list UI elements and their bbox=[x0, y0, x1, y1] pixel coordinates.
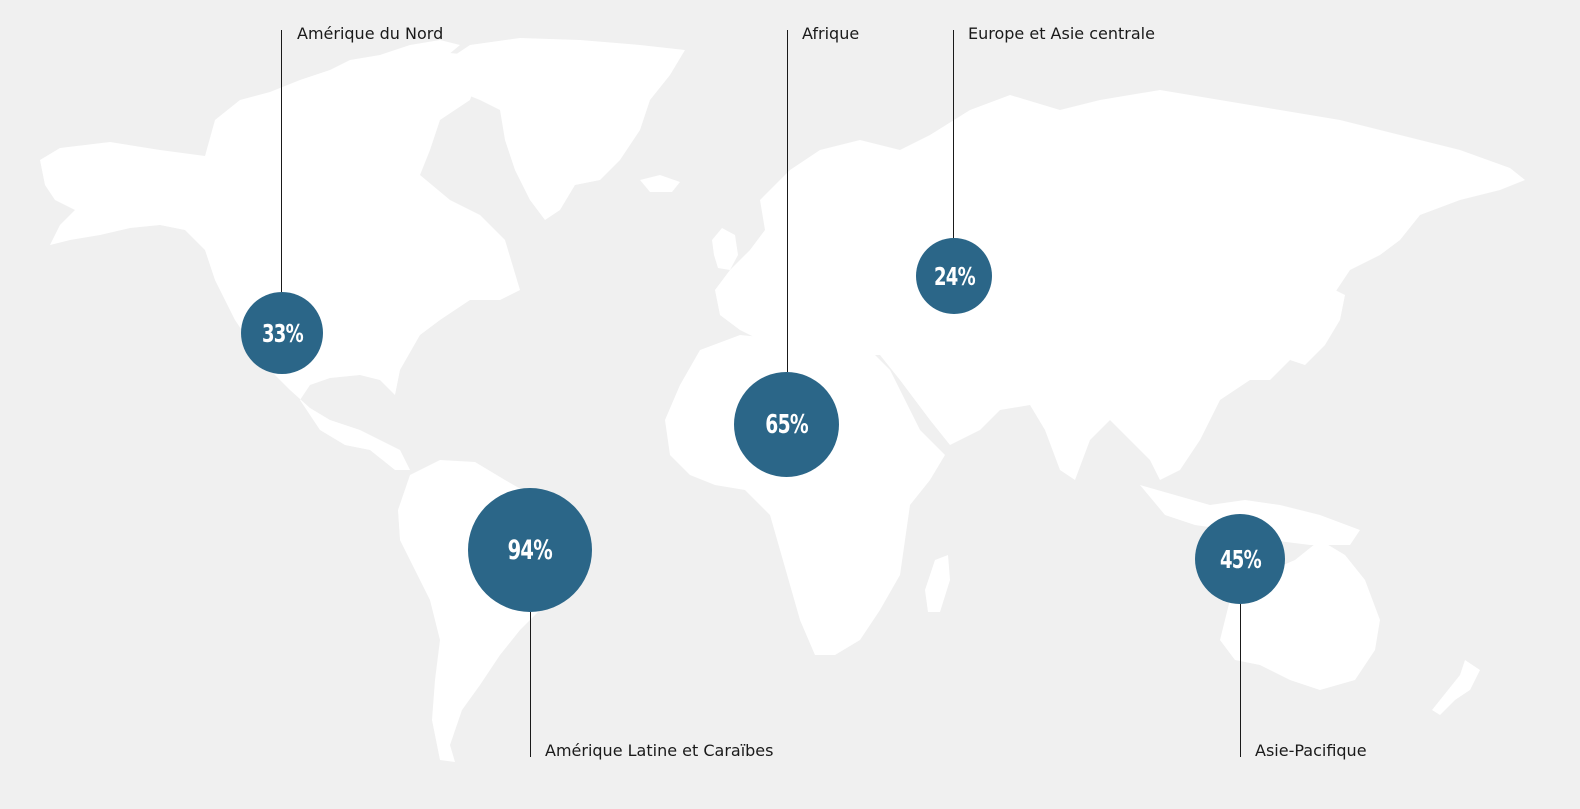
label-europe-central-asia: Europe et Asie centrale bbox=[968, 24, 1155, 43]
landmass-north-america bbox=[40, 50, 520, 470]
bubble-europe-central-asia: 24% bbox=[916, 238, 992, 314]
bubble-north-america: 33% bbox=[241, 292, 323, 374]
leader-line-europe-central-asia bbox=[953, 30, 954, 238]
value-latin-america: 94% bbox=[507, 534, 553, 566]
landmass-arctic-islands bbox=[215, 40, 460, 130]
value-asia-pacific: 45% bbox=[1219, 544, 1262, 574]
landmass-greenland bbox=[440, 38, 685, 220]
bubble-latin-america: 94% bbox=[468, 488, 592, 612]
leader-line-asia-pacific bbox=[1240, 604, 1241, 757]
landmass-japan bbox=[1290, 290, 1345, 365]
bubble-africa: 65% bbox=[734, 372, 839, 477]
leader-line-latin-america bbox=[530, 612, 531, 757]
landmass-new-zealand bbox=[1432, 660, 1480, 715]
leader-line-africa bbox=[787, 30, 788, 372]
landmass-british-isles bbox=[712, 228, 738, 270]
value-europe-central-asia: 24% bbox=[933, 261, 976, 291]
label-africa: Afrique bbox=[802, 24, 860, 43]
label-north-america: Amérique du Nord bbox=[297, 24, 444, 43]
label-latin-america: Amérique Latine et Caraïbes bbox=[545, 741, 774, 760]
leader-line-north-america bbox=[281, 30, 282, 292]
landmass-eurasia bbox=[715, 90, 1525, 480]
value-africa: 65% bbox=[765, 409, 808, 440]
landmass-iceland bbox=[640, 175, 680, 192]
landmass-madagascar bbox=[925, 555, 950, 612]
value-north-america: 33% bbox=[261, 318, 304, 348]
bubble-asia-pacific: 45% bbox=[1195, 514, 1285, 604]
label-asia-pacific: Asie-Pacifique bbox=[1255, 741, 1367, 760]
